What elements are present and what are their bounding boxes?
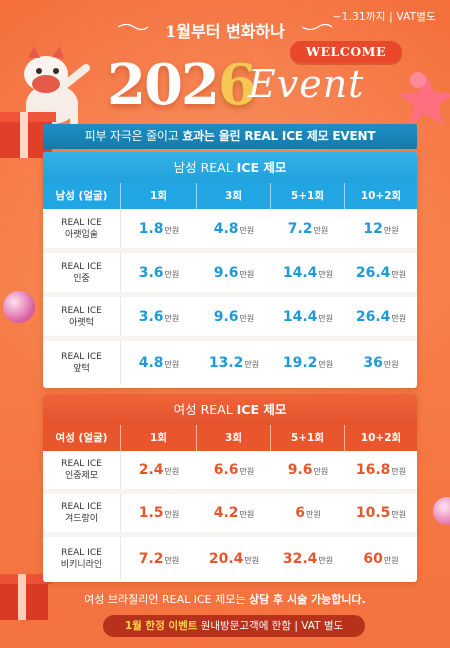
column-header: 3회 [197,183,271,209]
year-title: 2026 [107,52,257,118]
treatment-name: REAL ICE 인중 [43,253,121,292]
price-cell: 12만원 [363,220,399,237]
price-cell: 36만원 [363,355,399,371]
flourish-decoration [301,23,333,31]
price-cell: 2.4만원 [138,462,180,478]
price-cell: 6만원 [295,505,321,521]
price-cell: 7.2만원 [287,220,329,237]
consultation-notice: 여성 브라질리언 REAL ICE 제모는 상담 후 시술 가능합니다. [84,593,366,606]
price-cell: 32.4만원 [282,550,334,567]
table-row: REAL ICE 인중제모 2.4만원 6.6만원 9.6만원 16.8만원 [43,451,417,494]
price-cell: 14.4만원 [282,264,334,281]
treatment-name: REAL ICE 겨드랑이 [43,494,121,532]
price-cell: 60만원 [363,550,399,567]
price-cell: 14.4만원 [282,308,334,325]
price-cell: 1.5만원 [138,505,180,521]
price-cell: 6.6만원 [213,462,255,478]
table-row: REAL ICE 아랫턱 3.6만원 9.6만원 14.4만원 26.4만원 [43,297,417,341]
price-cell: 16.8만원 [355,462,407,478]
ornament-ball-decoration [3,291,35,323]
price-cell: 4.8만원 [138,355,180,371]
column-header: 3회 [197,425,271,451]
event-terms-pill: 1월 한정 이벤트 원내방문고객에 한함 | VAT 별도 [103,615,365,637]
price-cell: 20.4만원 [208,550,260,567]
welcome-badge: WELCOME [290,41,402,63]
treatment-name: REAL ICE 아랫턱 [43,297,121,336]
price-cell: 13.2만원 [208,355,260,371]
treatment-name: REAL ICE 아랫입술 [43,209,121,248]
male-price-table: 남성 REAL ICE 제모 남성 (얼굴) 1회 3회 5+1회 10+2회 … [43,152,417,388]
column-header: 남성 (얼굴) [43,183,121,209]
event-script-title: Event [248,62,365,106]
price-cell: 26.4만원 [355,264,407,281]
price-cell: 4.2만원 [213,505,255,521]
gift-box-decoration [0,574,52,620]
column-header: 10+2회 [360,190,402,202]
table-row: REAL ICE 아랫입술 1.8만원 4.8만원 7.2만원 12만원 [43,209,417,253]
table-row: REAL ICE 겨드랑이 1.5만원 4.2만원 6만원 10.5만원 [43,494,417,537]
treatment-name: REAL ICE 인중제모 [43,451,121,489]
table-row: REAL ICE 인중 3.6만원 9.6만원 14.4만원 26.4만원 [43,253,417,297]
ornament-ball-decoration [433,497,450,525]
column-header: 5+1회 [271,183,345,209]
event-period-text: ~1.31까지 | VAT별도 [332,11,436,23]
price-cell: 1.8만원 [138,220,180,237]
price-cell: 9.6만원 [213,264,255,281]
column-header: 1회 [121,425,197,451]
flourish-decoration [117,23,149,31]
table-row: REAL ICE 앞턱 4.8만원 13.2만원 19.2만원 36만원 [43,341,417,385]
price-cell: 9.6만원 [287,462,329,478]
ornament-ball-decoration [410,72,426,88]
price-cell: 19.2만원 [282,355,334,371]
price-cell: 7.2만원 [138,550,180,567]
male-table-header: 남성 (얼굴) 1회 3회 5+1회 10+2회 [43,183,417,209]
year-last-digit: 6 [217,52,257,118]
price-cell: 9.6만원 [213,308,255,325]
price-cell: 3.6만원 [138,264,180,281]
female-table-title: 여성 REAL ICE 제모 [43,394,417,425]
table-row: REAL ICE 비키니라인 7.2만원 20.4만원 32.4만원 60만원 [43,537,417,580]
column-header: 여성 (얼굴) [43,425,121,451]
treatment-name: REAL ICE 비키니라인 [43,537,121,580]
column-header: 10+2회 [360,432,402,444]
price-cell: 26.4만원 [355,308,407,325]
event-banner: 피부 자극은 줄이고 효과는 올린 REAL ICE 제모 EVENT [43,124,417,149]
treatment-name: REAL ICE 앞턱 [43,341,121,385]
hero-headline: 1월부터 변화하나 [165,22,285,41]
column-header: 1회 [121,183,197,209]
column-header: 5+1회 [271,425,345,451]
male-table-title: 남성 REAL ICE 제모 [43,152,417,183]
price-cell: 3.6만원 [138,308,180,325]
female-price-table: 여성 REAL ICE 제모 여성 (얼굴) 1회 3회 5+1회 10+2회 … [43,394,417,582]
price-cell: 10.5만원 [355,505,407,521]
star-decoration [398,74,450,126]
price-cell: 4.8만원 [213,220,255,237]
female-table-header: 여성 (얼굴) 1회 3회 5+1회 10+2회 [43,425,417,451]
